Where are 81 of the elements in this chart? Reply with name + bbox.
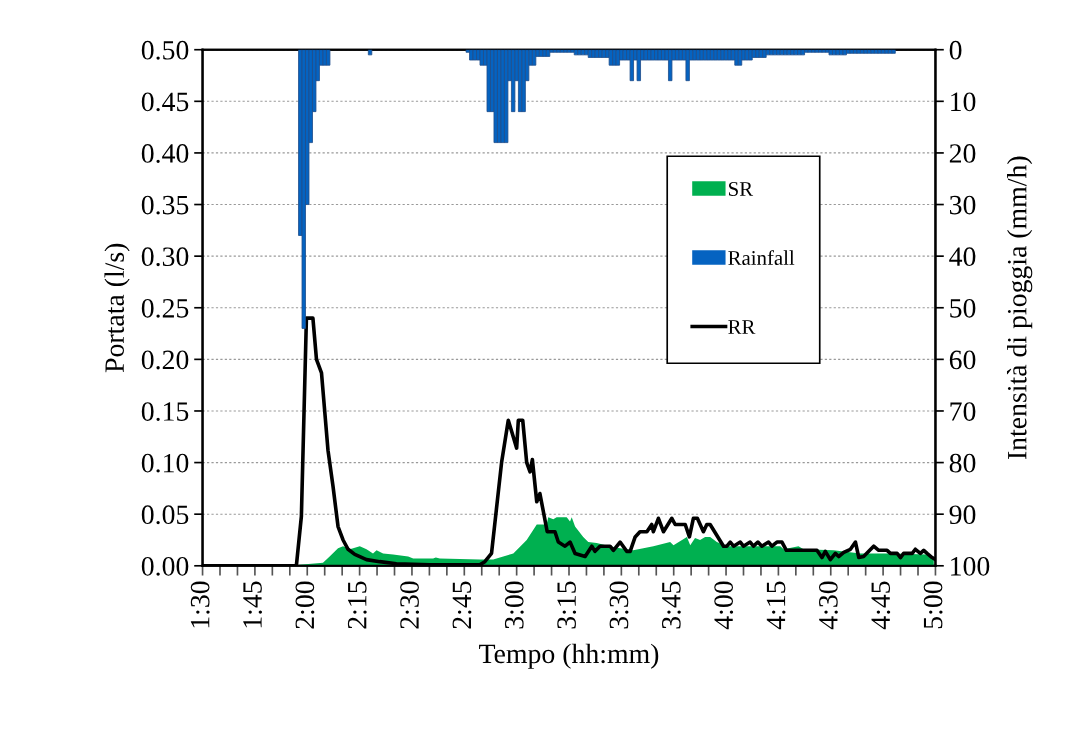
bar xyxy=(591,49,596,58)
x-tick-label: 3:30 xyxy=(609,581,629,629)
bar xyxy=(570,49,575,53)
bar xyxy=(748,49,753,61)
bar xyxy=(367,49,373,56)
y-tick-label: 0.25 xyxy=(141,298,189,318)
x-tick-label: 1:30 xyxy=(190,581,210,628)
y-tick-label: 0.40 xyxy=(141,144,189,163)
x-tick-label: 5:00 xyxy=(923,581,943,629)
bar xyxy=(734,49,739,66)
bar xyxy=(584,49,589,56)
x-tick-label: 4:30 xyxy=(818,581,838,630)
bar xyxy=(563,49,568,53)
y-tick-label: 0.35 xyxy=(141,195,189,215)
bar xyxy=(629,49,634,82)
bar xyxy=(598,49,603,58)
bar xyxy=(326,49,331,66)
y-tick-label: 0.50 xyxy=(141,40,189,60)
bar xyxy=(891,49,896,54)
bar xyxy=(608,49,614,66)
y2-tick-label: 80 xyxy=(949,453,976,473)
y-tick-label: 0.10 xyxy=(141,453,189,473)
legend-label: Rainfall xyxy=(728,250,795,266)
bar xyxy=(668,49,673,82)
y-tick-label: 0.20 xyxy=(141,350,189,370)
y2-tick-label: 100 xyxy=(951,556,990,576)
bar xyxy=(720,49,725,61)
bar xyxy=(542,49,547,57)
bar xyxy=(511,49,516,113)
bar xyxy=(486,49,491,113)
y-tick-label: 0.30 xyxy=(141,247,189,267)
x-axis-title: Tempo (hh:mm) xyxy=(479,643,659,669)
bar xyxy=(877,49,882,54)
legend-label: SR xyxy=(729,182,754,197)
y-axis-title: Portata (l/s) xyxy=(104,243,130,373)
x-tick-label: 2:45 xyxy=(452,581,472,629)
bar xyxy=(762,49,767,58)
x-tick-label: 1:45 xyxy=(243,581,262,628)
y-tick-label: 0.45 xyxy=(141,92,189,112)
bar xyxy=(776,49,781,56)
bar xyxy=(727,49,732,61)
bar xyxy=(493,49,498,144)
y2-tick-label: 70 xyxy=(950,402,976,421)
y2-tick-label: 50 xyxy=(950,298,976,318)
y-tick-label: 0.05 xyxy=(141,505,189,525)
x-tick-label: 4:15 xyxy=(766,581,786,630)
bar xyxy=(636,49,641,82)
x-tick-label: 4:45 xyxy=(871,581,891,630)
y2-tick-label: 0 xyxy=(949,40,962,60)
bar xyxy=(786,49,792,56)
y2-axis-title: Intensità di pioggia (mm/h) xyxy=(1006,156,1033,460)
x-tick-label: 2:00 xyxy=(295,581,315,629)
bar xyxy=(755,49,760,58)
bar xyxy=(577,49,582,56)
x-tick-label: 2:15 xyxy=(347,581,367,629)
x-tick-label: 3:15 xyxy=(557,581,577,629)
bar xyxy=(622,49,628,61)
y2-tick-label: 10 xyxy=(951,92,976,112)
y2-tick-label: 40 xyxy=(949,247,976,267)
bar xyxy=(479,49,484,66)
x-tick-label: 3:00 xyxy=(504,581,524,629)
bar xyxy=(685,49,690,82)
x-tick-label: 4:00 xyxy=(714,581,734,630)
bar xyxy=(706,49,711,61)
y-tick-label: 0.00 xyxy=(141,556,189,576)
y-tick-label: 0.15 xyxy=(141,402,189,421)
y2-tick-label: 30 xyxy=(949,195,976,215)
bar xyxy=(301,49,306,329)
y2-tick-label: 20 xyxy=(949,144,976,163)
x-tick-label: 3:45 xyxy=(661,581,681,629)
bar xyxy=(615,49,621,66)
bar xyxy=(713,49,718,61)
bar xyxy=(549,49,554,53)
bar xyxy=(504,49,509,144)
y2-tick-label: 90 xyxy=(949,505,976,525)
bar xyxy=(556,49,561,53)
x-tick-label: 2:30 xyxy=(400,581,420,629)
legend-label: RR xyxy=(728,320,756,334)
bar xyxy=(884,49,889,54)
y2-tick-label: 60 xyxy=(949,350,976,370)
bar xyxy=(769,49,774,56)
